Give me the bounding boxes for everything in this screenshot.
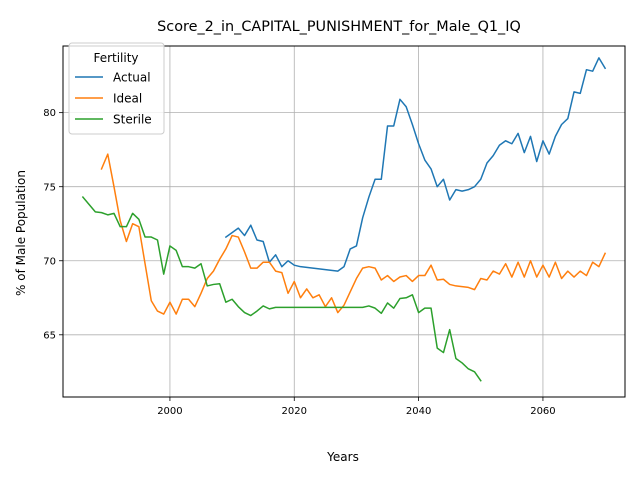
series-layer [81,57,607,382]
y-axis: 65 70 75 80 [43,108,63,341]
legend: Fertility Actual Ideal Sterile [68,42,165,135]
x-axis: 2000 2020 2040 2060 [157,397,556,417]
x-tick-label: 2040 [406,406,431,417]
series-line-ideal [100,153,607,315]
legend-label-ideal: Ideal [113,91,142,105]
y-axis-label: % of Male Population [14,170,28,296]
series-line-sterile [81,196,482,382]
legend-entries: Actual Ideal Sterile [75,70,152,126]
y-tick-label: 75 [43,182,56,193]
y-tick-label: 70 [43,256,56,267]
legend-box [68,42,165,135]
legend-label-actual: Actual [113,70,151,84]
x-tick-label: 2020 [282,406,307,417]
y-tick-label: 80 [43,108,56,119]
x-tick-label: 2060 [530,406,555,417]
y-tick-label: 65 [43,330,56,341]
legend-title: Fertility [93,51,138,65]
series-line-actual [224,57,607,272]
x-axis-label: Years [326,450,359,464]
plot-frame [62,45,626,398]
chart-title: Score_2_in_CAPITAL_PUNISHMENT_for_Male_Q… [157,19,521,35]
legend-label-sterile: Sterile [113,112,152,126]
x-tick-label: 2000 [157,406,182,417]
